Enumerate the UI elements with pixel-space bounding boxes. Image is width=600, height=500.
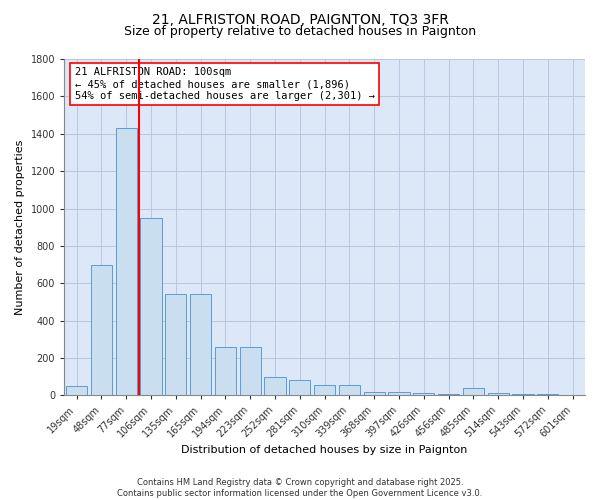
Bar bbox=[413, 392, 434, 396]
Bar bbox=[116, 128, 137, 396]
Text: 21, ALFRISTON ROAD, PAIGNTON, TQ3 3FR: 21, ALFRISTON ROAD, PAIGNTON, TQ3 3FR bbox=[152, 12, 448, 26]
Bar bbox=[66, 386, 87, 396]
Bar bbox=[239, 347, 261, 396]
Bar bbox=[314, 385, 335, 396]
Bar bbox=[190, 294, 211, 396]
Bar bbox=[364, 392, 385, 396]
Bar bbox=[140, 218, 161, 396]
Bar bbox=[91, 264, 112, 396]
Text: Contains HM Land Registry data © Crown copyright and database right 2025.
Contai: Contains HM Land Registry data © Crown c… bbox=[118, 478, 482, 498]
Bar bbox=[512, 394, 533, 396]
Bar bbox=[339, 385, 360, 396]
Bar bbox=[463, 388, 484, 396]
Bar bbox=[388, 392, 410, 396]
Y-axis label: Number of detached properties: Number of detached properties bbox=[15, 140, 25, 315]
Text: 21 ALFRISTON ROAD: 100sqm
← 45% of detached houses are smaller (1,896)
54% of se: 21 ALFRISTON ROAD: 100sqm ← 45% of detac… bbox=[74, 68, 374, 100]
Bar bbox=[438, 394, 459, 396]
X-axis label: Distribution of detached houses by size in Paignton: Distribution of detached houses by size … bbox=[181, 445, 468, 455]
Bar bbox=[165, 294, 187, 396]
Bar bbox=[537, 394, 559, 396]
Bar bbox=[215, 347, 236, 396]
Text: Size of property relative to detached houses in Paignton: Size of property relative to detached ho… bbox=[124, 25, 476, 38]
Bar bbox=[265, 376, 286, 396]
Bar bbox=[488, 392, 509, 396]
Bar bbox=[289, 380, 310, 396]
